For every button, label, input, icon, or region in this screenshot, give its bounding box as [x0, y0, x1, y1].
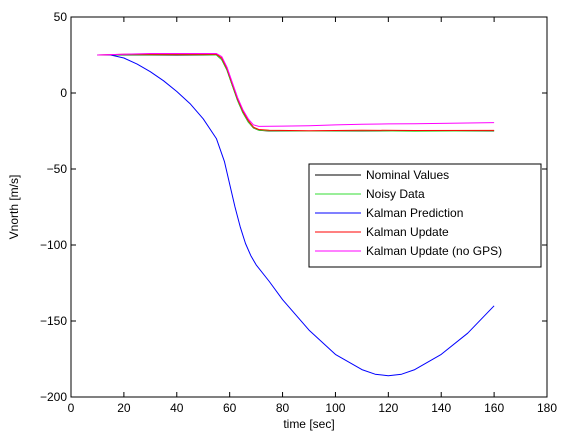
x-tick-label: 40 — [170, 401, 184, 415]
legend: Nominal Values Noisy Data Kalman Predictio… — [308, 163, 542, 268]
x-tick-label: 60 — [223, 401, 237, 415]
series-line-kalman-update — [97, 53, 495, 132]
legend-entry-label: Kalman Update (no GPS) — [366, 244, 502, 258]
y-tick-label: −50 — [47, 162, 68, 176]
legend-entry-label: Kalman Prediction — [366, 206, 463, 220]
x-tick-label: 120 — [378, 401, 398, 415]
x-tick-label: 140 — [431, 401, 451, 415]
y-tick-label: −100 — [40, 238, 67, 252]
axes: 0 20 40 60 80 100 120 140 160 180 −200 −150 −100 −50 0… — [40, 10, 557, 415]
x-tick-label: 0 — [68, 401, 75, 415]
x-axis-label: time [sec] — [283, 417, 334, 431]
y-tick-label: −150 — [40, 314, 67, 328]
legend-entry-label: Kalman Update — [366, 225, 449, 239]
legend-entry-label: Nominal Values — [366, 168, 449, 182]
series-layer — [97, 53, 495, 377]
series-line-kalman-update-no-gps — [97, 53, 495, 127]
x-tick-label: 160 — [484, 401, 504, 415]
plot-frame — [70, 16, 548, 398]
x-tick-label: 100 — [325, 401, 345, 415]
y-axis-label: Vnorth [m/s] — [7, 175, 21, 240]
y-tick-label: −200 — [40, 390, 67, 404]
y-tick-label: 0 — [60, 86, 67, 100]
x-tick-label: 20 — [117, 401, 131, 415]
x-tick-label: 80 — [276, 401, 290, 415]
legend-box — [308, 163, 542, 268]
x-tick-label: 180 — [537, 401, 557, 415]
y-tick-label: 50 — [54, 10, 68, 24]
series-line-kalman-prediction — [97, 54, 495, 377]
legend-entry-label: Noisy Data — [366, 187, 425, 201]
